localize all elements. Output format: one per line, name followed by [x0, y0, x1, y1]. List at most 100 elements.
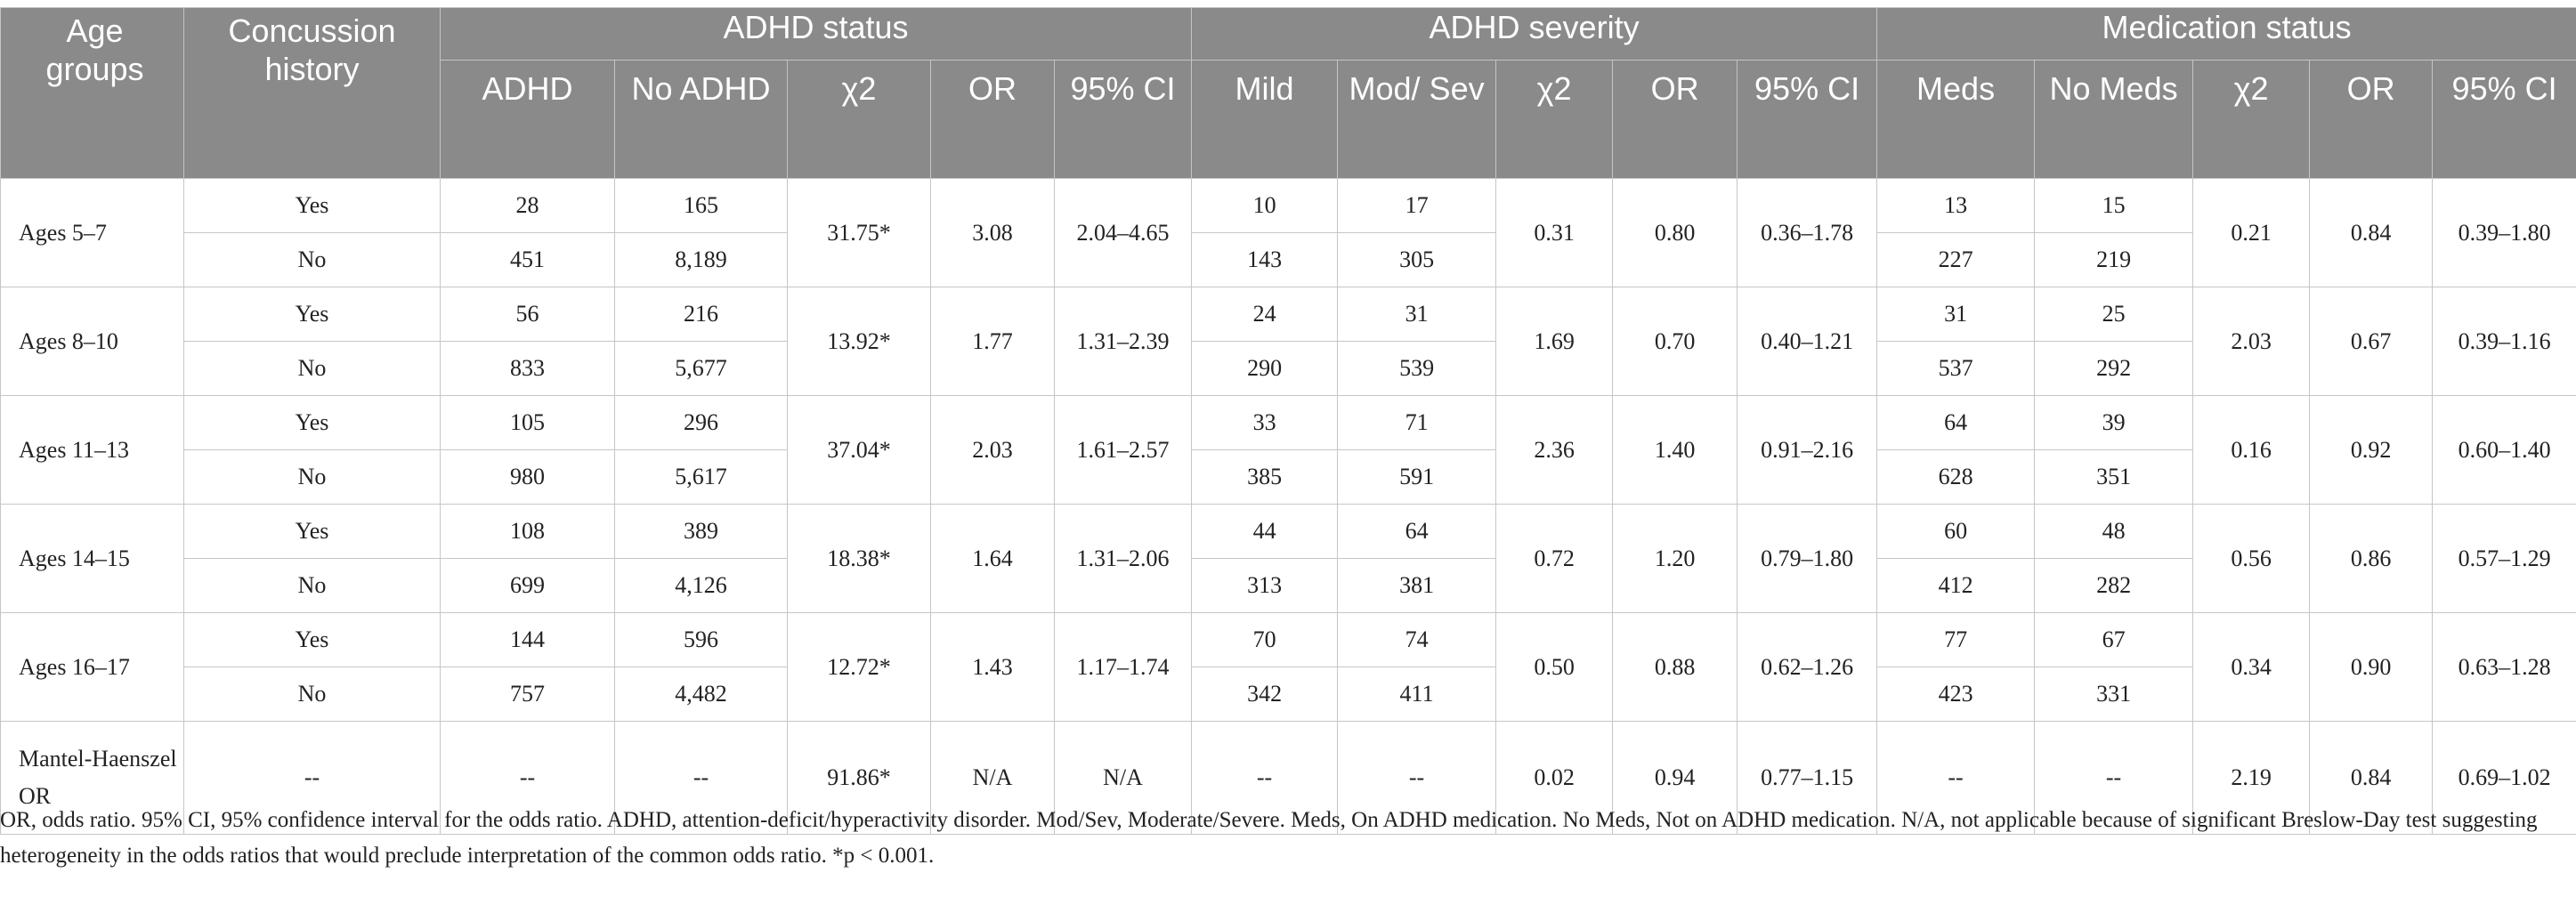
mod-sev-count: 539 — [1337, 341, 1497, 396]
adhd-count: 980 — [440, 449, 615, 505]
no-meds-count: 15 — [2034, 178, 2194, 233]
adhd-count: 757 — [440, 667, 615, 722]
mod-sev-count: 591 — [1337, 449, 1497, 505]
subheader-meds-chi2: χ2 — [2192, 60, 2311, 179]
no-meds-count: 351 — [2034, 449, 2194, 505]
concussion-yes: Yes — [183, 395, 441, 450]
subheader-meds-or: OR — [2309, 60, 2434, 179]
adhd-count: 451 — [440, 232, 615, 287]
table-row: Ages 16–17 Yes 144 596 12.72* 1.43 1.17–… — [0, 612, 2576, 722]
subheader-status-or: OR — [930, 60, 1055, 179]
subheader-status-chi2: χ2 — [787, 60, 931, 179]
no-adhd-count: 165 — [614, 178, 788, 233]
mh-meds-or: 0.84 — [2309, 721, 2434, 835]
severity-or: 1.40 — [1612, 395, 1738, 505]
table-row: Ages 14–15 Yes 108 389 18.38* 1.64 1.31–… — [0, 504, 2576, 613]
meds-ci: 0.39–1.80 — [2432, 178, 2576, 287]
mod-sev-count: 381 — [1337, 558, 1497, 613]
meds-chi2: 0.21 — [2192, 178, 2311, 287]
table-row: Ages 8–10 Yes 56 216 13.92* 1.77 1.31–2.… — [0, 287, 2576, 396]
concussion-yes: Yes — [183, 612, 441, 667]
status-or: 1.64 — [930, 504, 1055, 613]
mild-count: 44 — [1191, 504, 1339, 559]
mh-status-or: N/A — [930, 721, 1055, 835]
meds-ci: 0.39–1.16 — [2432, 287, 2576, 396]
status-chi2: 13.92* — [787, 287, 931, 396]
meds-count: 227 — [1876, 232, 2036, 287]
concussion-no: No — [183, 667, 441, 722]
concussion-yes: Yes — [183, 287, 441, 342]
severity-chi2: 1.69 — [1495, 287, 1614, 396]
table-row: No 699 4,126 313 381 412 282 — [1, 558, 2576, 613]
mod-sev-count: 64 — [1337, 504, 1497, 559]
age-group-cell: Ages 14–15 — [0, 504, 184, 613]
concussion-no: No — [183, 558, 441, 613]
mh-status-ci: N/A — [1053, 721, 1193, 835]
adhd-count: 699 — [440, 558, 615, 613]
subheader-mod-sev: Mod/ Sev — [1337, 60, 1497, 179]
header-concussion-history: Concussion history — [183, 7, 441, 179]
meds-or: 0.86 — [2309, 504, 2434, 613]
status-ci: 1.31–2.39 — [1053, 287, 1193, 396]
status-or: 2.03 — [930, 395, 1055, 505]
status-or: 3.08 — [930, 178, 1055, 287]
mh-adhd: -- — [440, 721, 615, 835]
no-adhd-count: 216 — [614, 287, 788, 342]
mild-count: 10 — [1191, 178, 1339, 233]
meds-or: 0.90 — [2309, 612, 2434, 722]
meds-count: 64 — [1876, 395, 2036, 450]
mh-meds: -- — [1876, 721, 2036, 835]
meds-count: 537 — [1876, 341, 2036, 396]
severity-chi2: 0.50 — [1495, 612, 1614, 722]
concussion-no: No — [183, 232, 441, 287]
no-adhd-count: 8,189 — [614, 232, 788, 287]
subheader-severity-ci: 95% CI — [1737, 60, 1878, 179]
status-chi2: 12.72* — [787, 612, 931, 722]
mod-sev-count: 305 — [1337, 232, 1497, 287]
severity-ci: 0.62–1.26 — [1737, 612, 1878, 722]
results-table: Age groups Concussion history ADHD statu… — [0, 7, 2576, 835]
mild-count: 70 — [1191, 612, 1339, 667]
mild-count: 290 — [1191, 341, 1339, 396]
meds-chi2: 2.03 — [2192, 287, 2311, 396]
no-adhd-count: 389 — [614, 504, 788, 559]
mh-mild: -- — [1191, 721, 1339, 835]
mod-sev-count: 17 — [1337, 178, 1497, 233]
adhd-count: 28 — [440, 178, 615, 233]
mantel-haenszel-label: Mantel-Haenszel OR — [0, 721, 184, 835]
no-meds-count: 282 — [2034, 558, 2194, 613]
results-table-container: Age groups Concussion history ADHD statu… — [0, 7, 2576, 835]
age-group-cell: Ages 11–13 — [0, 395, 184, 505]
adhd-count: 108 — [440, 504, 615, 559]
meds-ci: 0.63–1.28 — [2432, 612, 2576, 722]
meds-count: 31 — [1876, 287, 2036, 342]
severity-ci: 0.91–2.16 — [1737, 395, 1878, 505]
mh-no-meds: -- — [2034, 721, 2194, 835]
no-meds-count: 48 — [2034, 504, 2194, 559]
severity-or: 0.80 — [1612, 178, 1738, 287]
severity-ci: 0.36–1.78 — [1737, 178, 1878, 287]
mantel-haenszel-row: Mantel-Haenszel OR -- -- -- 91.86* N/A N… — [0, 721, 2576, 835]
subheader-mild: Mild — [1191, 60, 1339, 179]
concussion-no: No — [183, 449, 441, 505]
status-chi2: 31.75* — [787, 178, 931, 287]
meds-count: 60 — [1876, 504, 2036, 559]
no-adhd-count: 4,126 — [614, 558, 788, 613]
status-or: 1.43 — [930, 612, 1055, 722]
age-group-cell: Ages 16–17 — [0, 612, 184, 722]
concussion-yes: Yes — [183, 178, 441, 233]
status-chi2: 18.38* — [787, 504, 931, 613]
mild-count: 313 — [1191, 558, 1339, 613]
table-row: Ages 5–7 Yes 28 165 31.75* 3.08 2.04–4.6… — [0, 178, 2576, 287]
table-row: No 833 5,677 290 539 537 292 — [1, 341, 2576, 396]
mild-count: 385 — [1191, 449, 1339, 505]
subheader-no-meds: No Meds — [2034, 60, 2194, 179]
age-group-cell: Ages 8–10 — [0, 287, 184, 396]
meds-ci: 0.57–1.29 — [2432, 504, 2576, 613]
subheader-no-adhd: No ADHD — [614, 60, 788, 179]
no-meds-count: 39 — [2034, 395, 2194, 450]
table-row: No 980 5,617 385 591 628 351 — [1, 449, 2576, 505]
meds-chi2: 0.56 — [2192, 504, 2311, 613]
severity-or: 0.88 — [1612, 612, 1738, 722]
concussion-yes: Yes — [183, 504, 441, 559]
